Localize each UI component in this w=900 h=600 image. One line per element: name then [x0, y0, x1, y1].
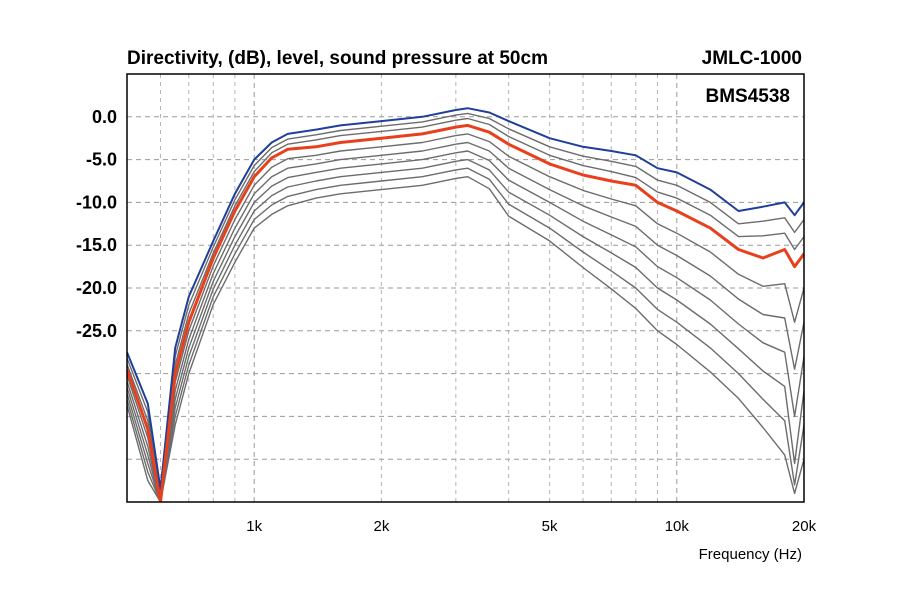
plot-frame	[126, 73, 805, 503]
response-curve	[127, 176, 804, 502]
response-curve	[127, 117, 804, 502]
chart-title: Directivity, (dB), level, sound pressure…	[127, 48, 548, 69]
response-curve	[127, 112, 804, 499]
y-tick-label: -5.0	[86, 150, 117, 170]
driver-label: BMS4538	[706, 86, 791, 107]
x-tick-label: 5k	[542, 518, 558, 535]
x-tick-label: 2k	[373, 518, 389, 535]
curves	[127, 107, 804, 502]
response-curve	[127, 150, 804, 502]
response-curve	[127, 167, 804, 502]
model-label: JMLC-1000	[702, 48, 802, 69]
response-curve	[127, 141, 804, 502]
y-tick-label: -15.0	[76, 235, 117, 255]
y-tick-labels: 0.0 -5.0 -10.0 -15.0 -20.0 -25.0	[76, 107, 117, 341]
response-curve-highlight	[127, 123, 804, 502]
response-curve-top	[127, 107, 804, 491]
y-tick-label: 0.0	[92, 107, 117, 127]
y-tick-label: -25.0	[76, 321, 117, 341]
y-tick-label: -10.0	[76, 192, 117, 212]
x-tick-labels: 1k 2k 5k 10k 20k	[246, 518, 816, 535]
response-curve	[127, 158, 804, 502]
x-axis-label: Frequency (Hz)	[699, 546, 802, 563]
y-tick-label: -20.0	[76, 278, 117, 298]
x-tick-label: 10k	[665, 518, 690, 535]
response-curve	[127, 133, 804, 502]
x-tick-label: 20k	[792, 518, 817, 535]
x-tick-label: 1k	[246, 518, 262, 535]
